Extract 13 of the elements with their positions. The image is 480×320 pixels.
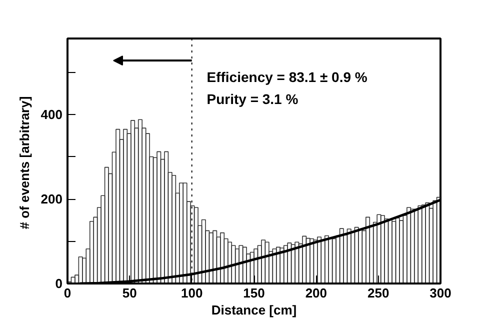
x-tick-label: 50 <box>122 286 137 300</box>
x-tick-label: 250 <box>367 286 390 300</box>
annotation: Purity = 3.1 % <box>206 91 299 108</box>
x-tick-label: 150 <box>243 286 265 300</box>
y-tick-label: 400 <box>40 107 63 122</box>
x-tick-label: 200 <box>305 286 328 300</box>
x-tick-label: 300 <box>430 286 452 300</box>
y-tick-label: 200 <box>40 192 63 207</box>
x-tick-label: 100 <box>180 286 203 300</box>
y-tick-label: 0 <box>55 276 63 291</box>
x-axis-title: Distance [cm] <box>211 302 297 318</box>
y-axis-title: # of events [arbitrary] <box>16 96 32 230</box>
annotation: Efficiency = 83.1 ± 0.9 % <box>206 69 368 86</box>
